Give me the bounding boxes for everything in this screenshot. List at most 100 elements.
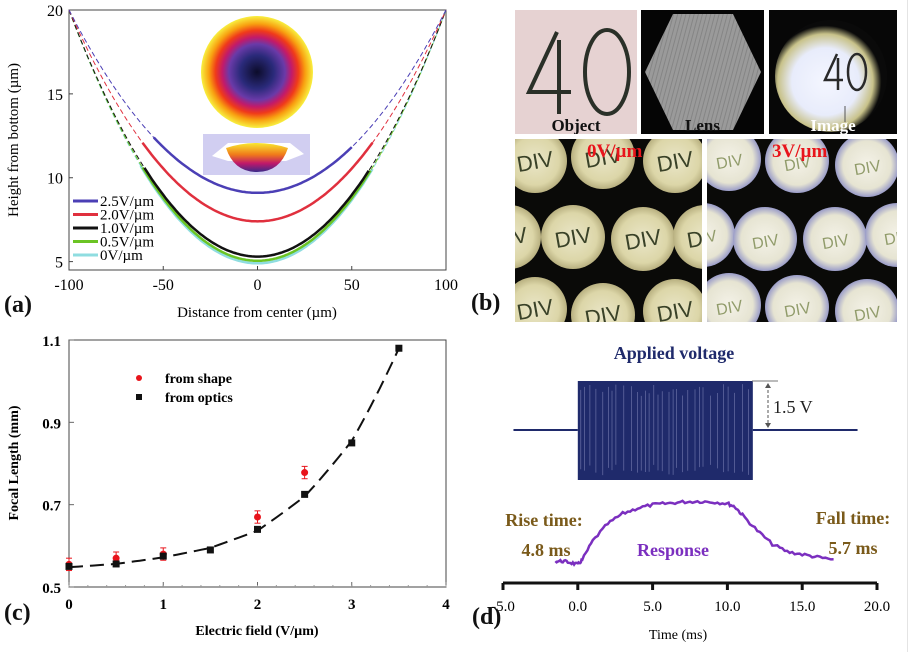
plot-frame xyxy=(68,339,447,588)
microlens xyxy=(515,139,567,193)
x-tick-label: 50 xyxy=(344,277,360,294)
microlens-text: DIV xyxy=(583,300,624,322)
legend-marker xyxy=(136,394,142,400)
x-axis-label: Time (ms) xyxy=(649,628,708,643)
microlens xyxy=(707,273,761,322)
inset-lens-topview xyxy=(201,16,313,128)
y-tick-label: 5 xyxy=(55,255,63,272)
legend-label: 1.0V/µm xyxy=(100,221,154,237)
microlens xyxy=(765,275,829,322)
x-tick-label: -100 xyxy=(54,277,83,294)
inset-lens-3d xyxy=(203,134,310,175)
fit-curve xyxy=(68,347,400,569)
microlens xyxy=(835,279,897,322)
x-tick-label: 10.0 xyxy=(714,599,740,615)
x-tick-label: 0 xyxy=(65,597,73,613)
legend-label: 0.5V/µm xyxy=(100,235,154,251)
data-point-from shape xyxy=(112,554,120,562)
x-tick-label: 15.0 xyxy=(789,599,815,615)
microlens xyxy=(643,139,702,193)
microlens xyxy=(835,139,897,197)
legend-marker xyxy=(136,375,142,381)
microlens xyxy=(733,207,797,271)
fall-time-value: 5.7 ms xyxy=(829,538,878,558)
microlens-text: DIV xyxy=(715,152,745,173)
voltage-title: Applied voltage xyxy=(614,343,735,363)
microlens xyxy=(803,207,867,271)
y-axis-label: Height from bottom (µm) xyxy=(6,63,22,217)
series-line-0.5V/µm xyxy=(141,166,372,263)
panel-label-a: (a) xyxy=(4,292,32,318)
data-point-from optics xyxy=(348,439,356,447)
data-point-from optics xyxy=(159,552,167,560)
panel-label-b: (b) xyxy=(471,290,501,316)
fall-time-label: Fall time: xyxy=(816,508,890,528)
microlens xyxy=(673,205,702,269)
y-tick-label: 20 xyxy=(47,3,63,20)
x-tick-label: 2 xyxy=(254,597,262,613)
image-tile: Image xyxy=(769,10,897,134)
panel-a-chart: -100 -50 0 50 100 5 10 15 20 2.5V/µm2.0V/µm1.0V/… xyxy=(6,3,458,321)
x-tick-label: 20.0 xyxy=(864,599,890,615)
y-tick-label: 10 xyxy=(47,171,63,188)
microlens xyxy=(865,203,897,267)
microlens xyxy=(707,139,761,191)
data-point-from optics xyxy=(206,546,214,554)
microlens xyxy=(541,205,605,269)
y-tick-label: 15 xyxy=(47,87,63,104)
x-tick-label: 0.0 xyxy=(568,599,587,615)
right-border-line xyxy=(907,0,908,652)
data-point-from optics xyxy=(395,344,403,352)
y-tick-label: 0.9 xyxy=(42,416,61,432)
image-label: Image xyxy=(810,116,856,134)
amplitude-label: 1.5 V xyxy=(773,397,813,417)
microlens xyxy=(707,203,735,267)
microlens-text: DIV xyxy=(655,296,696,322)
microlens xyxy=(571,283,635,322)
microlens-text: DIV xyxy=(515,222,530,253)
microlens-text: DIV xyxy=(783,300,813,321)
data-point-from optics xyxy=(112,560,120,568)
legend-label: from optics xyxy=(165,391,233,406)
microlens xyxy=(765,139,829,193)
legend-label: 2.5V/µm xyxy=(100,194,154,210)
microlens-text: DIV xyxy=(853,304,883,322)
microlens-array-3v: DIV DIV DIV DIV DIV DIV DIV DIV DIV DIV 3V/µm xyxy=(707,139,897,322)
lens-tile: Lens xyxy=(641,10,764,134)
microlens-text: DIV xyxy=(751,232,781,253)
microlens-text: DIV xyxy=(783,154,813,175)
data-point-from shape xyxy=(254,513,261,521)
y-axis-label: Focal Length (mm) xyxy=(7,405,22,520)
series-line-1.0V/µm xyxy=(143,167,370,258)
panel-label-c: (c) xyxy=(4,600,31,626)
legend-label: 0V/µm xyxy=(100,248,143,264)
series-line-0V/µm xyxy=(139,165,374,265)
series-line-2.5V/µm xyxy=(152,136,353,195)
object-label: Object xyxy=(551,116,601,134)
microlens-text: DIV xyxy=(853,158,883,179)
microlens xyxy=(571,139,635,189)
y-tick-label: 1.1 xyxy=(42,334,61,350)
panel-label-d: (d) xyxy=(472,604,502,630)
response-label: Response xyxy=(637,540,709,560)
microlens-text: DIV xyxy=(707,228,719,249)
y-tick-label: 0.7 xyxy=(42,499,61,515)
x-tick-label: -5.0 xyxy=(491,599,515,615)
series-line-2.0V/µm xyxy=(141,141,374,223)
microlens-array-0v: DIV DIV DIV DIV DIV DIV DIV DIV DIV DIV 0V/µm xyxy=(515,139,702,322)
data-point-from optics xyxy=(254,525,261,533)
lens-label: Lens xyxy=(685,116,720,134)
x-tick-label: 3 xyxy=(348,597,356,613)
response-trace xyxy=(554,499,834,567)
data-point-from optics xyxy=(65,562,73,570)
microlens-text: DIV xyxy=(515,294,556,322)
microlens xyxy=(515,205,541,269)
legend-label: 2.0V/µm xyxy=(100,208,154,224)
microlens-text: DIV xyxy=(883,228,897,249)
object-tile: Object xyxy=(515,10,637,134)
panel-d-chart: Applied voltage 1.5 V Rise time: 4.8 ms … xyxy=(491,343,890,643)
x-tick-label: -50 xyxy=(153,277,174,294)
